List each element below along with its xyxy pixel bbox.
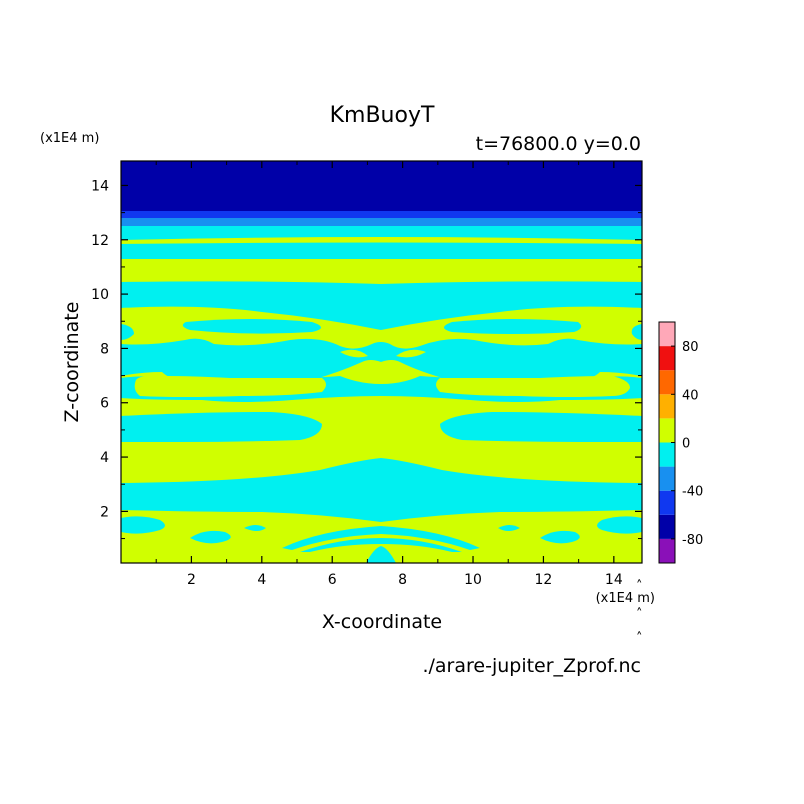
y-axis-title: Z-coordinate [61, 302, 83, 423]
arch-cyan-center [282, 526, 480, 550]
blob-cyan-12-right2 [498, 525, 520, 531]
y-tick-label: 4 [100, 450, 109, 466]
colorbar-segment [659, 442, 675, 467]
band-cyan-5-left [121, 412, 322, 442]
source-file: ./arare-jupiter_Zprof.nc [422, 655, 641, 677]
plot-area [121, 161, 642, 563]
band-top-darkblue [121, 161, 642, 211]
band-cyan-3 [121, 458, 642, 522]
x-tick-label: 6 [328, 572, 337, 588]
blob-yellow-9-left [182, 319, 321, 334]
plot-frame [120, 160, 643, 564]
x-tick-label: 10 [464, 572, 482, 588]
colorbar-segment [659, 514, 675, 539]
chart-title: KmBuoyT [330, 103, 435, 128]
x-tick-label: 2 [187, 572, 196, 588]
x-tick-label: 8 [398, 572, 407, 588]
blob-cyan-12-left2 [244, 525, 266, 531]
blob-cyan-12-right [540, 530, 580, 544]
blob-cyan-12-left [190, 530, 231, 544]
marker-dot: ˄ [636, 631, 643, 646]
blob-yellow-center-7-right [396, 349, 426, 358]
x-axis-unit: (x1E4 m) [596, 591, 655, 606]
thin-yellow-12 [121, 237, 642, 244]
blob-cyan-edge-right [631, 324, 642, 340]
y-axis: 2 4 6 8 10 12 14 [91, 178, 642, 540]
blob-cyan-edge-left [121, 324, 134, 340]
blob-yellow-65-left [134, 375, 326, 397]
blob-cyan-15-right [597, 516, 642, 534]
y-tick-label: 14 [91, 178, 109, 194]
band-cyan-5-right [440, 412, 642, 442]
colorbar-segment [659, 394, 675, 419]
arch-cyan-inner [300, 538, 462, 552]
chart-subtitle: t=76800.0 y=0.0 [476, 133, 641, 155]
marker-dot: ˄ [636, 579, 643, 594]
blob-yellow-center-7-left [340, 349, 368, 358]
blob-yellow-9-right [444, 319, 582, 334]
blob-yellow-65-right [436, 376, 630, 397]
colorbar-tick-label: -80 [682, 533, 703, 548]
marker-dot: ˄ [636, 607, 643, 622]
x-axis: 2 4 6 8 10 12 14 [155, 161, 623, 588]
y-tick-label: 12 [91, 233, 109, 249]
colorbar: 80 40 0 -40 -80 [658, 321, 703, 564]
y-axis-unit: (x1E4 m) [40, 131, 99, 146]
colorbar-segment [659, 370, 675, 395]
x-axis-title: X-coordinate [322, 611, 442, 633]
colorbar-segment [659, 466, 675, 491]
band-cyan-7 [121, 338, 642, 387]
colorbar-tick-label: -40 [682, 485, 703, 500]
colorbar-segment [659, 538, 675, 563]
colorbar-segment [659, 346, 675, 371]
y-tick-label: 10 [91, 287, 109, 303]
colorbar-tick-label: 40 [682, 388, 699, 403]
blob-cyan-15-left [121, 516, 165, 534]
colorbar-segment [659, 322, 675, 347]
y-tick-label: 2 [100, 504, 109, 520]
x-tick-label: 4 [257, 572, 266, 588]
colorbar-segment [659, 490, 675, 515]
blob-cyan-bottom-center [366, 546, 396, 563]
colorbar-tick-label: 80 [682, 340, 699, 355]
x-tick-label: 14 [605, 572, 623, 588]
x-tick-label: 12 [535, 572, 553, 588]
y-tick-label: 6 [100, 396, 109, 412]
band-top-blue [121, 211, 642, 218]
band-cyan-10 [121, 281, 642, 330]
colorbar-segment [659, 418, 675, 443]
band-top-lightblue [121, 218, 642, 226]
y-tick-label: 8 [100, 341, 109, 357]
blob-yellow-center-8 [372, 331, 392, 339]
colorbar-tick-label: 0 [682, 437, 690, 452]
